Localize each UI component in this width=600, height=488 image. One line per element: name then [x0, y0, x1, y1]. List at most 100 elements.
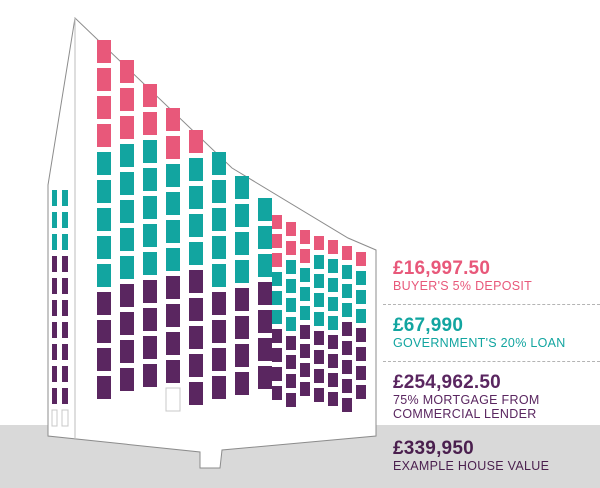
window	[166, 164, 180, 187]
window	[314, 388, 324, 402]
window	[120, 116, 134, 139]
window	[258, 226, 272, 249]
window	[342, 265, 352, 279]
window	[272, 348, 282, 362]
window	[212, 264, 226, 287]
window	[356, 252, 366, 266]
window	[120, 284, 134, 307]
window	[342, 284, 352, 298]
window	[166, 276, 180, 299]
window	[166, 220, 180, 243]
window	[300, 382, 310, 396]
window	[97, 292, 111, 315]
window	[120, 340, 134, 363]
window	[286, 222, 296, 236]
window	[258, 366, 272, 389]
window	[356, 271, 366, 285]
window	[166, 332, 180, 355]
side-window	[62, 344, 68, 360]
window	[120, 144, 134, 167]
window	[97, 264, 111, 287]
window	[235, 316, 249, 339]
window	[286, 336, 296, 350]
window	[342, 341, 352, 355]
loan-label: GOVERNMENT'S 20% LOAN	[393, 336, 566, 350]
window	[272, 367, 282, 381]
window	[189, 242, 203, 265]
legend-mortgage: £254,962.50 75% MORTGAGE FROM COMMERCIAL…	[393, 372, 593, 421]
total-label: EXAMPLE HOUSE VALUE	[393, 459, 550, 473]
window	[97, 348, 111, 371]
window	[272, 386, 282, 400]
window	[272, 329, 282, 343]
window	[235, 232, 249, 255]
window	[212, 320, 226, 343]
window	[286, 355, 296, 369]
window	[143, 224, 157, 247]
window	[356, 366, 366, 380]
window	[314, 236, 324, 250]
window	[328, 297, 338, 311]
window	[166, 360, 180, 383]
window	[235, 176, 249, 199]
window	[328, 335, 338, 349]
side-window	[52, 366, 57, 382]
mortgage-amount: £254,962.50	[393, 372, 501, 393]
side-window	[52, 212, 57, 228]
side-window	[51, 409, 58, 427]
window	[272, 272, 282, 286]
window	[314, 312, 324, 326]
window	[356, 385, 366, 399]
window	[328, 259, 338, 273]
window	[356, 328, 366, 342]
window	[342, 360, 352, 374]
window	[356, 347, 366, 361]
window	[235, 288, 249, 311]
window	[97, 96, 111, 119]
window	[328, 316, 338, 330]
window	[258, 198, 272, 221]
window	[165, 387, 181, 412]
side-window	[62, 278, 68, 294]
window	[235, 344, 249, 367]
window	[212, 208, 226, 231]
window	[286, 241, 296, 255]
window	[212, 292, 226, 315]
side-window	[52, 278, 57, 294]
window	[120, 60, 134, 83]
window	[143, 168, 157, 191]
window	[212, 376, 226, 399]
window	[300, 230, 310, 244]
window	[314, 274, 324, 288]
window	[328, 240, 338, 254]
window	[328, 278, 338, 292]
window	[97, 320, 111, 343]
window	[314, 255, 324, 269]
window	[272, 253, 282, 267]
side-window	[62, 234, 68, 250]
window	[97, 152, 111, 175]
window	[258, 254, 272, 277]
window	[189, 382, 203, 405]
legend-loan: £67,990 GOVERNMENT'S 20% LOAN	[393, 315, 593, 350]
window	[272, 234, 282, 248]
window	[300, 268, 310, 282]
window	[328, 392, 338, 406]
window	[212, 152, 226, 175]
window	[272, 215, 282, 229]
loan-amount: £67,990	[393, 315, 464, 336]
window	[258, 338, 272, 361]
window	[356, 309, 366, 323]
window	[189, 186, 203, 209]
window	[258, 310, 272, 333]
window	[120, 256, 134, 279]
deposit-label: BUYER'S 5% DEPOSIT	[393, 279, 533, 293]
side-window	[62, 212, 68, 228]
window	[342, 246, 352, 260]
window	[300, 325, 310, 339]
window	[120, 200, 134, 223]
window	[166, 192, 180, 215]
side-window	[62, 366, 68, 382]
